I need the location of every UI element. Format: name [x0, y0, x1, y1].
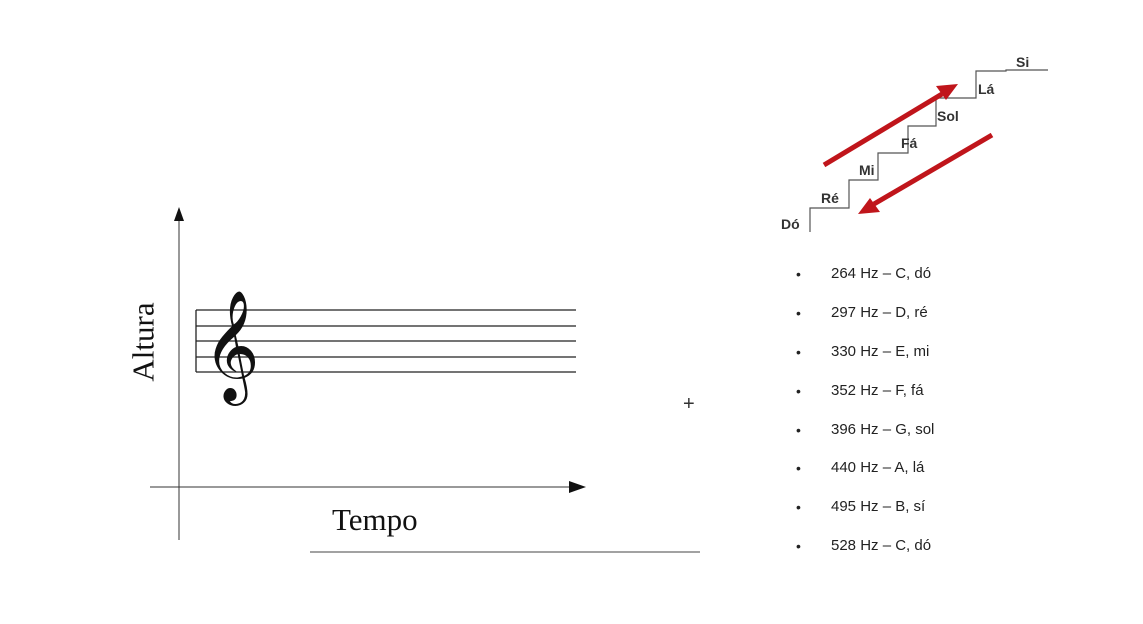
list-item: 528 Hz – C, dó — [792, 536, 934, 575]
list-item: 396 Hz – G, sol — [792, 420, 934, 459]
scale-staircase — [809, 69, 1048, 232]
step-label-la: Lá — [978, 81, 995, 97]
step-label-mi: Mi — [859, 162, 875, 178]
step-label-re: Ré — [821, 190, 839, 206]
x-axis-arrow — [569, 481, 586, 493]
treble-clef-icon: 𝄞 — [203, 289, 260, 406]
x-axis-label: Tempo — [332, 502, 418, 537]
y-axis-label: Altura — [125, 302, 161, 382]
step-label-do: Dó — [781, 216, 800, 232]
list-item: 352 Hz – F, fá — [792, 381, 934, 420]
descending-arrow — [872, 132, 994, 207]
frequency-list: 264 Hz – C, dó 297 Hz – D, ré 330 Hz – E… — [792, 264, 934, 575]
crosshair-icon: + — [683, 393, 695, 415]
staircase-line — [809, 69, 1048, 232]
step-label-fa: Fá — [901, 135, 918, 151]
list-item: 330 Hz – E, mi — [792, 342, 934, 381]
list-item: 264 Hz – C, dó — [792, 264, 934, 303]
list-item: 495 Hz – B, sí — [792, 497, 934, 536]
y-axis-arrow — [174, 207, 184, 221]
list-item: 440 Hz – A, lá — [792, 458, 934, 497]
ascending-arrowhead — [936, 84, 958, 100]
step-label-si: Si — [1016, 54, 1030, 70]
list-item: 297 Hz – D, ré — [792, 303, 934, 342]
music-staff — [195, 309, 576, 373]
step-label-sol: Sol — [937, 108, 959, 124]
staff-diagram: 𝄞 — [150, 207, 700, 553]
descending-arrowhead — [858, 198, 880, 214]
ascending-arrow — [822, 91, 944, 168]
